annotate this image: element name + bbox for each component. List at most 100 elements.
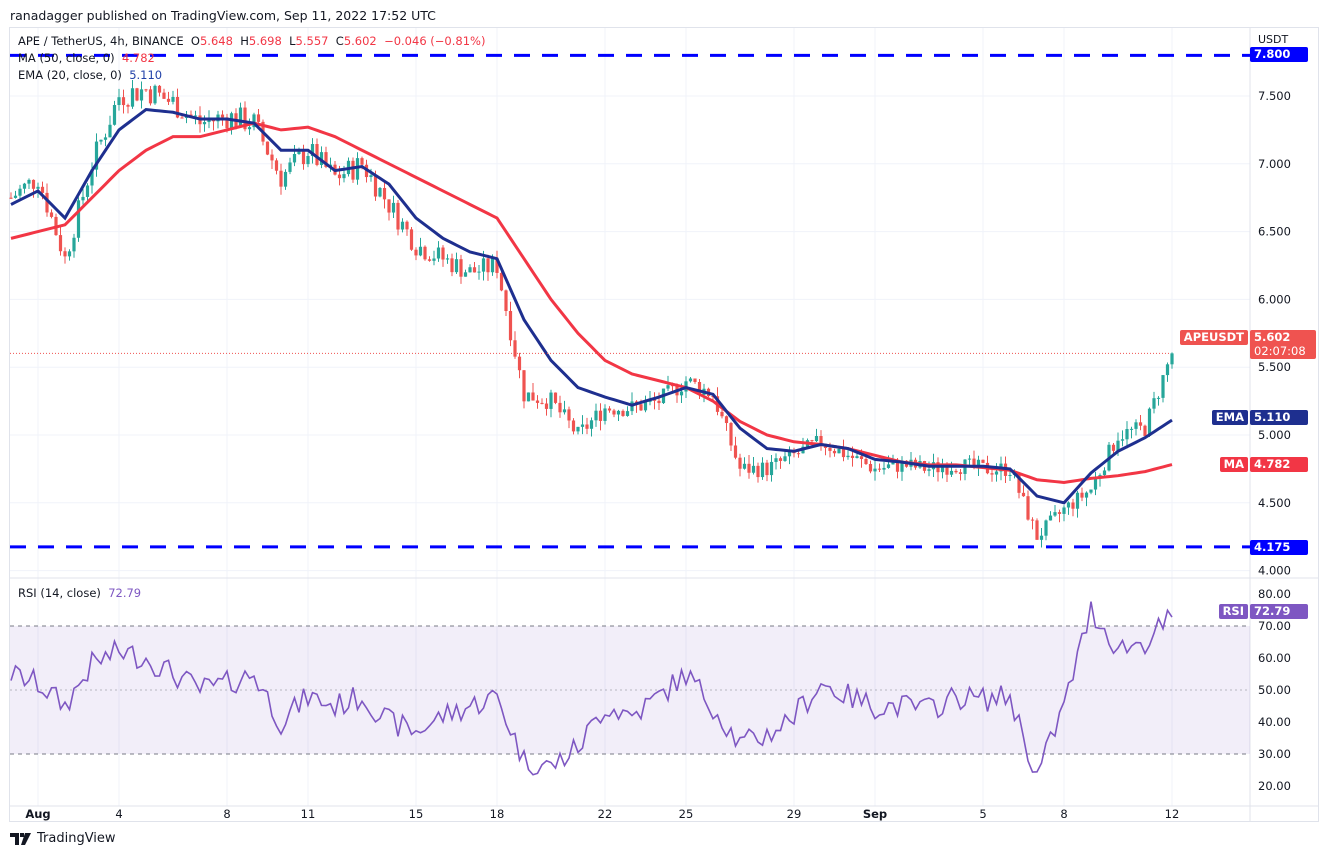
candle-body	[139, 89, 144, 101]
tradingview-logo[interactable]: TradingView	[10, 831, 116, 846]
candle-body	[126, 105, 130, 107]
ema-line	[10, 108, 1173, 505]
low-value: 5.557	[295, 34, 329, 48]
candle-body	[652, 399, 657, 401]
candle-body	[1039, 535, 1044, 540]
candle-body	[1102, 470, 1107, 476]
candle-body	[477, 271, 481, 273]
candle-body	[1170, 353, 1174, 365]
candle-body	[369, 175, 373, 178]
candle-body	[945, 467, 949, 475]
candle-body	[387, 199, 391, 213]
candle-body	[733, 445, 738, 458]
time-tick-label: 11	[301, 807, 316, 821]
candle-body	[1071, 502, 1075, 509]
candle-body	[517, 356, 522, 371]
time-tick-label: 29	[787, 807, 802, 821]
time-tick-label: Sep	[863, 807, 887, 821]
rsi-tick-label: 80.00	[1258, 587, 1291, 601]
candle-body	[981, 459, 985, 463]
candle-body	[504, 290, 508, 312]
candle-body	[810, 440, 814, 442]
candle-body	[76, 200, 81, 238]
candle-body	[531, 392, 535, 401]
candle-body	[837, 448, 841, 454]
candle-body	[90, 169, 94, 186]
chart-frame	[9, 27, 1319, 822]
candle-body	[612, 410, 616, 415]
candle-body	[819, 436, 823, 446]
candle-body	[238, 107, 243, 127]
candle-body	[850, 455, 855, 458]
rsi-tick-label: 50.00	[1258, 683, 1291, 697]
candle-body	[679, 391, 684, 396]
candle-body	[1156, 397, 1161, 399]
candle-body	[202, 122, 207, 125]
candle-body	[693, 378, 697, 382]
time-tick-label: 5	[979, 807, 986, 821]
candle-body	[63, 251, 67, 257]
close-value: 5.602	[343, 34, 377, 48]
candle-body	[459, 259, 463, 277]
candle-body	[859, 456, 864, 459]
candle-body	[778, 458, 783, 461]
time-tick-label: 12	[1165, 807, 1180, 821]
candle-body	[148, 89, 153, 104]
candle-body	[315, 144, 319, 165]
candle-body	[193, 115, 198, 117]
candle-body	[180, 117, 184, 119]
price-tick-label: 4.000	[1258, 564, 1291, 578]
rsi-value: 72.79	[108, 586, 142, 600]
candle-body	[877, 468, 882, 470]
candle-body	[463, 272, 468, 277]
candle-body	[1017, 473, 1021, 493]
candle-body	[396, 202, 400, 230]
candle-body	[337, 174, 342, 179]
candle-body	[72, 237, 76, 252]
brand-name: TradingView	[37, 831, 116, 846]
low-label: L	[289, 34, 296, 48]
candle-body	[130, 88, 135, 107]
candle-body	[1080, 492, 1084, 498]
high-label: H	[240, 34, 249, 48]
candle-body	[540, 402, 544, 404]
candle-body	[558, 402, 562, 413]
price-tick-label: 6.500	[1258, 225, 1291, 239]
candle-body	[436, 247, 441, 259]
candle-body	[99, 139, 103, 142]
ma-legend: MA (50, close, 0) 4.782	[18, 51, 155, 65]
symbol-legend: APE / TetherUS, 4h, BINANCE O5.648 H5.69…	[18, 34, 485, 48]
candle-body	[108, 124, 112, 138]
candle-body	[274, 160, 279, 171]
candle-body	[1021, 492, 1026, 497]
candle-body	[81, 196, 85, 201]
candle-body	[1165, 364, 1170, 376]
ma-price-tag: 4.782	[1250, 457, 1308, 472]
candle-body	[292, 154, 297, 163]
candle-body	[828, 447, 832, 451]
candle-body	[405, 221, 409, 230]
candle-body	[571, 420, 576, 432]
candle-body	[729, 423, 733, 446]
change-value: −0.046 (−0.81%)	[384, 34, 486, 48]
candle-body	[414, 249, 418, 256]
candle-body	[423, 246, 427, 260]
price-tick-label: 7.000	[1258, 157, 1291, 171]
candle-body	[1057, 512, 1062, 514]
candle-body	[252, 114, 256, 128]
candle-body	[445, 258, 450, 260]
candle-body	[756, 465, 760, 478]
candle-body	[441, 247, 445, 260]
candle-body	[490, 258, 495, 273]
candle-body	[814, 436, 819, 442]
candle-body	[499, 272, 504, 291]
time-tick-label: 4	[115, 807, 122, 821]
candle-body	[783, 456, 787, 461]
candle-body	[243, 107, 247, 130]
candle-body	[117, 97, 121, 105]
candle-body	[508, 311, 513, 341]
candle-body	[121, 97, 126, 106]
candle-body	[1134, 422, 1138, 429]
candle-body	[774, 458, 778, 462]
